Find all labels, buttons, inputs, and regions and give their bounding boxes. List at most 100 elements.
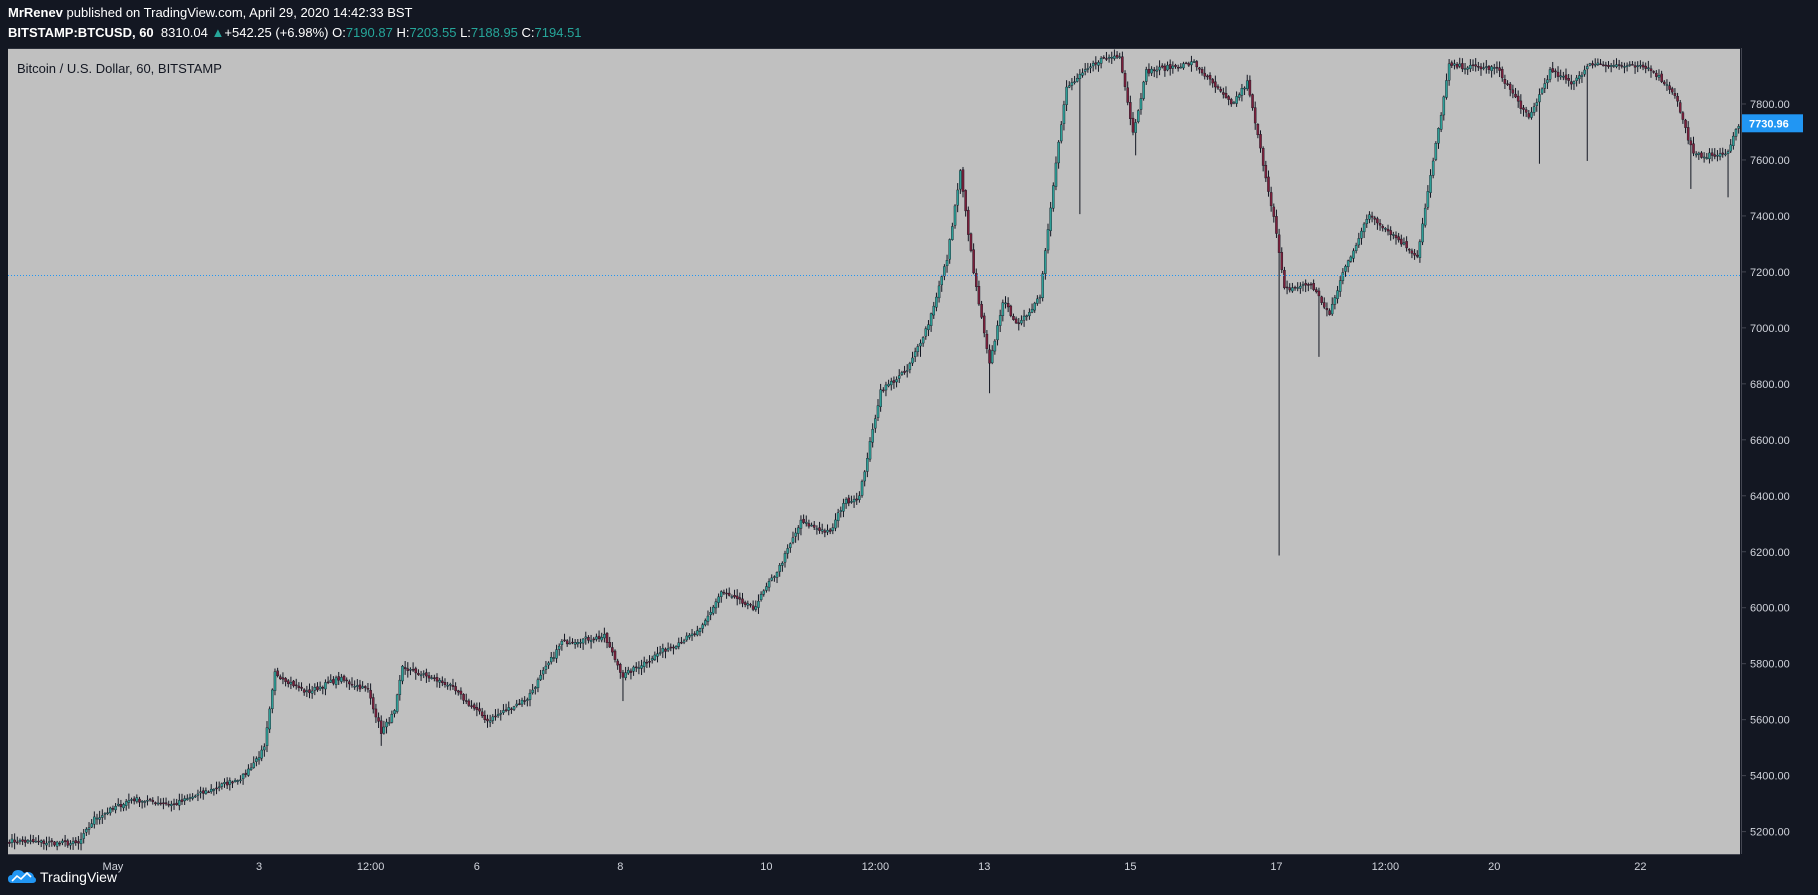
time-tick-label: 12:00 (862, 861, 890, 873)
candle-down (571, 641, 574, 644)
candle-down (1267, 176, 1270, 192)
candle-down (292, 680, 295, 687)
candle-down (1203, 72, 1206, 77)
candle-down (634, 666, 638, 669)
candle-down (961, 169, 965, 192)
candle-up (1368, 214, 1371, 220)
candle-up (220, 783, 224, 787)
candle-up (310, 690, 314, 694)
candle-down (693, 633, 696, 635)
candle-down (648, 660, 651, 663)
candle-down (1631, 64, 1634, 66)
candle-down (244, 772, 248, 775)
candle-up (959, 170, 962, 190)
candle-up (1232, 102, 1236, 104)
candle-down (727, 592, 731, 596)
candle-up (1729, 144, 1732, 152)
candle-down (629, 670, 633, 673)
candle-down (802, 518, 805, 523)
candle-up (1437, 128, 1440, 144)
candle-up (919, 342, 922, 347)
candle-up (953, 205, 957, 226)
candle-down (1564, 74, 1568, 80)
candle-down (1599, 63, 1602, 66)
candle-up (1330, 304, 1334, 315)
candle-up (1623, 66, 1626, 68)
time-tick-label: 6 (474, 861, 480, 873)
candlestick-plot[interactable] (8, 49, 1740, 854)
candle-down (480, 711, 484, 717)
change-arrow-icon: ▲ (211, 25, 225, 40)
candle-down (433, 677, 436, 679)
candle-down (379, 720, 383, 734)
price-tick-label: 7400.00 (1750, 211, 1790, 223)
candle-up (1333, 297, 1337, 305)
price-change: +542.25 (+6.98%) (224, 25, 329, 40)
candle-up (1346, 260, 1350, 268)
candle-up (557, 645, 561, 650)
candle-down (1014, 318, 1018, 324)
candle-up (884, 384, 888, 391)
tradingview-footer[interactable]: TradingView (8, 864, 308, 890)
chart-panel[interactable]: Bitcoin / U.S. Dollar, 60, BITSTAMP (8, 48, 1740, 854)
candle-up (874, 418, 877, 429)
candle-up (1296, 287, 1299, 289)
candle-up (528, 692, 532, 700)
candle-down (1009, 305, 1013, 316)
candle-up (1137, 110, 1140, 122)
candle-up (353, 686, 356, 688)
candle-up (799, 519, 803, 529)
candle-down (855, 498, 858, 501)
candle-up (712, 606, 715, 614)
candle-down (1652, 71, 1655, 73)
candle-down (1317, 290, 1321, 297)
candle-down (847, 497, 851, 504)
candle-down (427, 675, 431, 679)
candle-up (951, 226, 954, 240)
candle-down (377, 717, 380, 722)
candle-down (1689, 140, 1693, 146)
candle-up (255, 758, 258, 762)
candle-up (895, 379, 898, 383)
candle-down (454, 686, 457, 692)
candle-up (890, 381, 893, 386)
candle-down (374, 708, 378, 718)
tradingview-brand: TradingView (40, 869, 118, 885)
candle-up (1052, 185, 1055, 209)
time-axis[interactable]: May 3 12:00 6 8 10 12:00 13 15 17 12:00 20 22 (8, 854, 1740, 875)
candle-up (714, 601, 718, 609)
candle-up (390, 714, 394, 723)
candle-up (401, 665, 404, 682)
candle-up (589, 640, 593, 642)
candle-up (549, 657, 553, 663)
candle-up (1107, 56, 1111, 59)
candle-up (844, 499, 848, 504)
price-axis[interactable]: 5200.00 5400.00 5600.00 5800.00 6000.00 6200.… (1741, 48, 1818, 854)
candle-down (1312, 283, 1315, 290)
candle-up (786, 548, 789, 554)
candle-down (988, 349, 991, 364)
candle-down (1121, 56, 1124, 73)
candle-up (385, 721, 388, 728)
candle-down (1309, 283, 1313, 286)
candle-up (1530, 111, 1533, 118)
candle-up (502, 710, 505, 713)
candle-down (882, 389, 885, 392)
candle-up (836, 512, 840, 522)
candle-down (1397, 236, 1400, 241)
candle-up (1578, 75, 1581, 80)
candle-up (1421, 223, 1424, 243)
candle-up (778, 565, 781, 572)
candle-up (1075, 78, 1079, 82)
candle-up (1734, 129, 1738, 137)
candle-down (1264, 165, 1268, 179)
candle-up (271, 689, 274, 710)
candle-up (1338, 280, 1342, 292)
candle-down (31, 838, 35, 842)
price-tick-label: 5600.00 (1750, 715, 1790, 727)
symbol-name[interactable]: BITSTAMP:BTCUSD, 60 (8, 25, 154, 40)
candle-up (1426, 191, 1430, 208)
candle-down (619, 664, 622, 673)
candle-down (1126, 87, 1129, 103)
candle-up (1089, 66, 1092, 69)
